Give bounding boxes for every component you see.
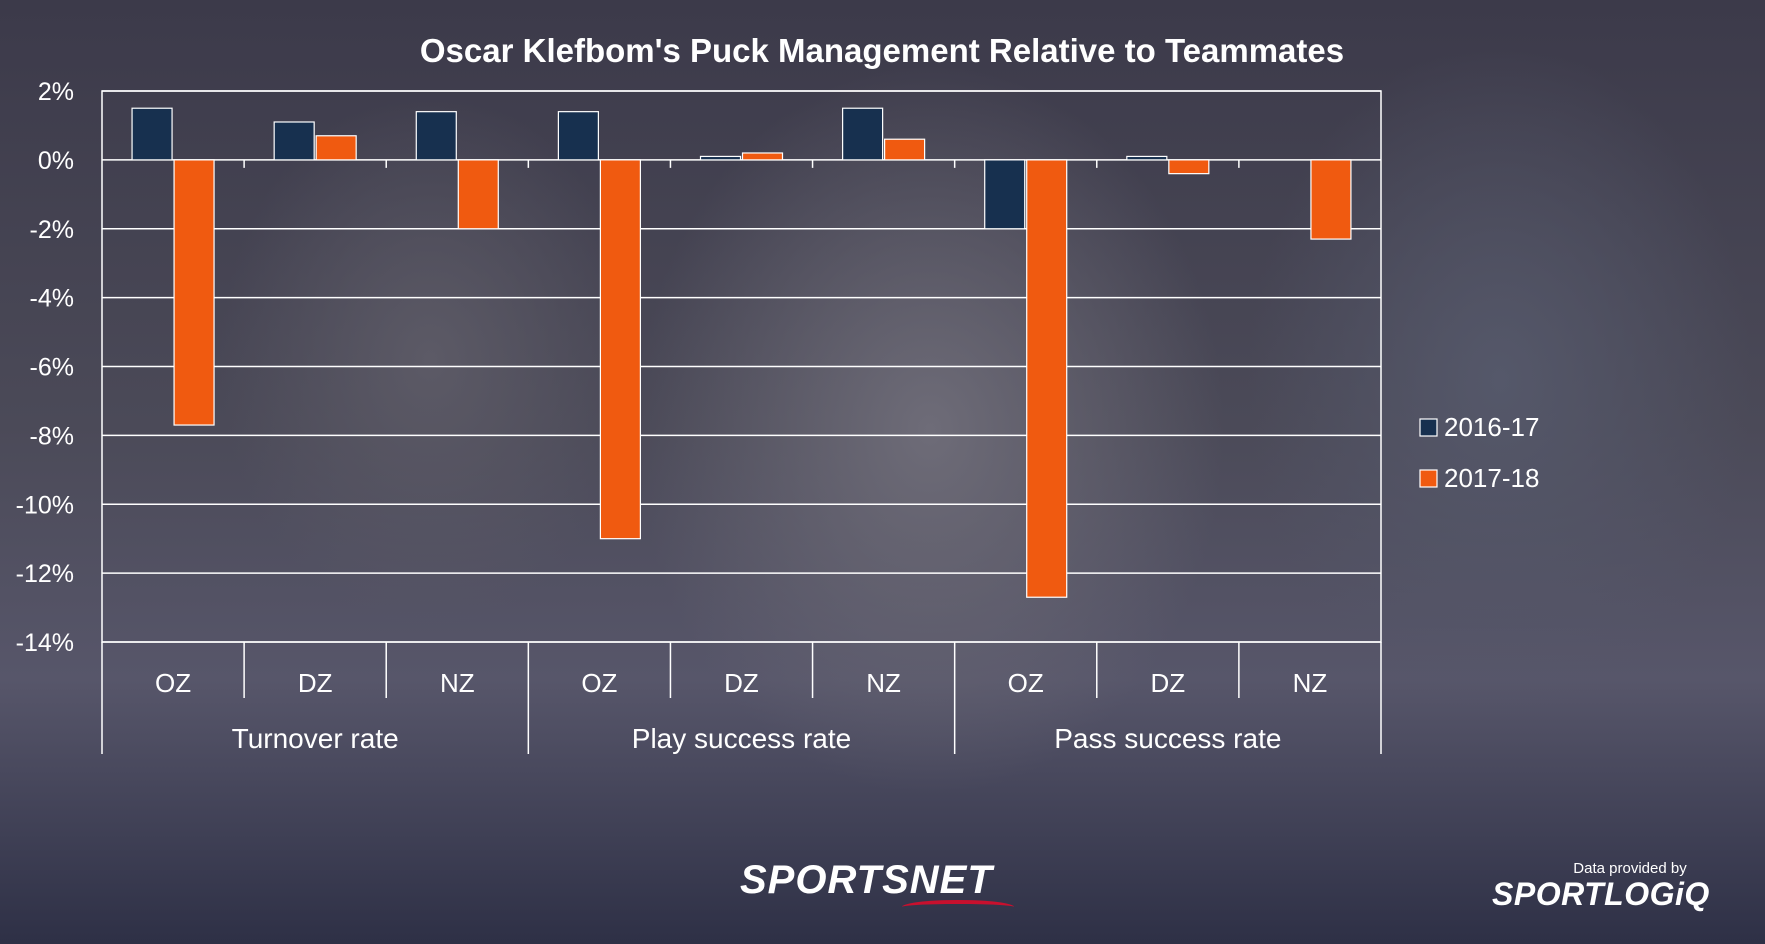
sportsnet-logo-sports: SPORTS <box>740 858 910 902</box>
sportsnet-logo: SPORTSNET <box>740 858 993 903</box>
bar-2017-18-oz-4 <box>599 159 641 540</box>
y-tick-label: -12% <box>16 560 74 588</box>
bar-2016-17-nz-6 <box>842 107 884 161</box>
y-tick-label: 2% <box>38 78 74 106</box>
x-category-label: DZ <box>724 668 759 698</box>
x-category-label: DZ <box>1150 668 1185 698</box>
x-category-label: NZ <box>440 668 475 698</box>
y-tick-label: -2% <box>30 216 74 244</box>
y-tick-label: -6% <box>30 354 74 382</box>
x-category-label: NZ <box>866 668 901 698</box>
legend-swatch <box>1419 418 1438 437</box>
y-tick-label: -14% <box>16 629 74 657</box>
x-category-label: OZ <box>581 668 617 698</box>
bar-2016-17-dz-8 <box>1126 155 1168 161</box>
bar-2017-18-nz-6 <box>884 138 926 161</box>
data-provided-label: Data provided by <box>1573 860 1687 877</box>
sportlogiq-logo: SPORTLOGiQ <box>1492 876 1710 912</box>
legend-swatch <box>1419 469 1438 488</box>
chart-title: Oscar Klefbom's Puck Management Relative… <box>420 32 1344 69</box>
bar-2016-17-oz-4 <box>557 111 599 161</box>
bar-2017-18-dz-8 <box>1168 159 1210 175</box>
bar-2017-18-oz-7 <box>1026 159 1068 598</box>
bar-2017-18-oz-1 <box>173 159 215 426</box>
bar-2016-17-oz-1 <box>131 107 173 161</box>
x-category-label: DZ <box>298 668 333 698</box>
y-tick-label: -10% <box>16 491 74 519</box>
y-tick-label: -8% <box>30 422 74 450</box>
x-category-label: OZ <box>155 668 191 698</box>
legend-label: 2016-17 <box>1444 412 1539 442</box>
x-group-label: Turnover rate <box>232 723 399 754</box>
y-tick-label: 0% <box>38 147 74 175</box>
x-group-label: Play success rate <box>632 723 851 754</box>
bar-2017-18-dz-5 <box>741 152 784 161</box>
x-category-label: OZ <box>1008 668 1044 698</box>
y-tick-label: -4% <box>30 285 74 313</box>
bar-2017-18-nz-3 <box>457 159 499 230</box>
bar-2016-17-dz-5 <box>699 155 742 161</box>
bar-2017-18-nz-9 <box>1310 159 1352 240</box>
x-group-label: Pass success rate <box>1054 723 1281 754</box>
sportsnet-swoosh-icon <box>902 900 1014 914</box>
bar-2016-17-dz-2 <box>273 121 315 161</box>
legend-label: 2017-18 <box>1444 463 1539 493</box>
bar-2016-17-nz-3 <box>415 111 457 161</box>
plot-area: 2% 0% -2% -4% -6% -8% -10% -12% -14% OZ DZ NZ OZ DZ NZ… <box>16 78 1382 754</box>
x-category-label: NZ <box>1293 668 1328 698</box>
bar-2017-18-dz-2 <box>315 135 357 161</box>
sportsnet-logo-net: NET <box>909 858 993 902</box>
bar-2016-17-oz-7 <box>984 159 1026 230</box>
legend: 2016-17 2017-18 <box>1419 412 1539 493</box>
